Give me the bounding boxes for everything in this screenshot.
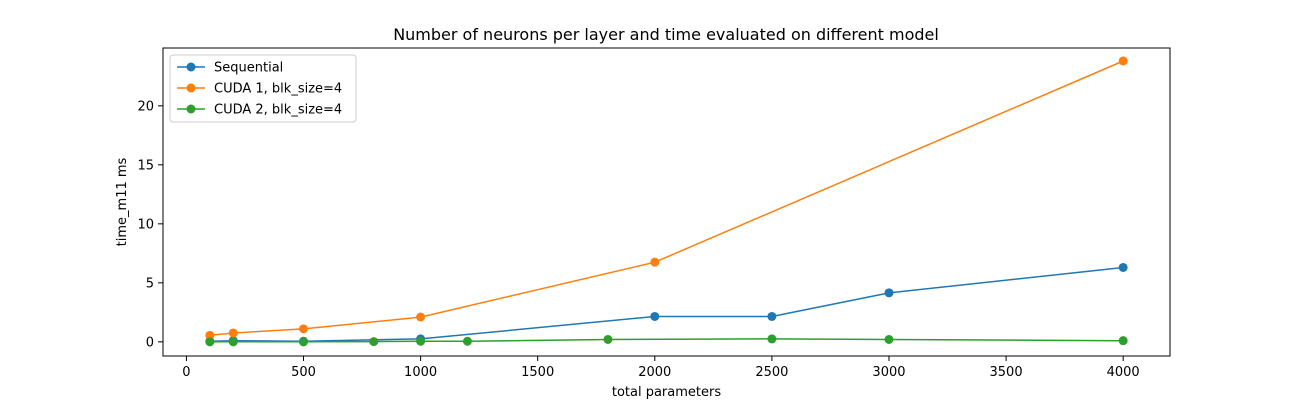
legend-label: CUDA 1, blk_size=4	[214, 82, 342, 97]
data-point	[228, 337, 238, 347]
series-line	[209, 266, 1124, 342]
legend-label: Sequential	[214, 61, 283, 76]
data-point	[462, 336, 472, 346]
plot-area	[205, 56, 1128, 347]
legend-swatch-marker	[186, 83, 196, 93]
data-point	[416, 336, 426, 346]
y-axis-label: time_m11 ms	[115, 157, 130, 246]
x-tick-label: 1500	[521, 365, 554, 380]
data-point	[205, 330, 215, 340]
x-tick-label: 500	[291, 365, 316, 380]
x-tick-label: 0	[182, 365, 190, 380]
data-point	[884, 288, 894, 298]
data-point	[767, 334, 777, 344]
legend-swatch-marker	[186, 62, 196, 72]
data-point	[603, 334, 613, 344]
y-tick-label: 0	[146, 335, 154, 350]
axes: 0 500 1000 1500 2000 2500 3000 3500 4000 0 5 10 15 20	[137, 99, 1139, 380]
data-point	[416, 312, 426, 322]
x-tick-label: 1000	[404, 365, 437, 380]
plot-frame	[162, 47, 1171, 357]
legend-swatch-marker	[186, 104, 196, 114]
series-1	[205, 56, 1128, 340]
data-point	[1118, 262, 1128, 272]
x-axis-label: total parameters	[612, 385, 721, 400]
data-point	[228, 328, 238, 338]
data-point	[767, 311, 777, 321]
x-tick-label: 2000	[638, 365, 671, 380]
data-point	[1118, 336, 1128, 346]
data-point	[299, 324, 309, 334]
y-tick-label: 10	[137, 217, 154, 232]
data-point	[650, 257, 660, 267]
legend-label: CUDA 2, blk_size=4	[214, 103, 342, 118]
x-tick-label: 3000	[872, 365, 905, 380]
x-tick-label: 4000	[1107, 365, 1140, 380]
series-2	[205, 334, 1128, 347]
data-point	[884, 334, 894, 344]
y-tick-label: 15	[137, 158, 154, 173]
chart-title: Number of neurons per layer and time eva…	[393, 25, 939, 44]
legend: Sequential CUDA 1, blk_size=4 CUDA 2, blk_…	[169, 54, 357, 123]
x-tick-label: 3500	[990, 365, 1023, 380]
x-tick-label: 2500	[755, 365, 788, 380]
y-tick-label: 20	[137, 99, 154, 114]
data-point	[205, 337, 215, 347]
data-point	[650, 311, 660, 321]
series-0	[205, 262, 1128, 346]
legend-box	[169, 54, 357, 123]
series-line	[209, 338, 1124, 343]
data-point	[299, 337, 309, 347]
data-point	[1118, 56, 1128, 66]
y-tick-label: 5	[146, 276, 154, 291]
data-point	[369, 337, 379, 347]
